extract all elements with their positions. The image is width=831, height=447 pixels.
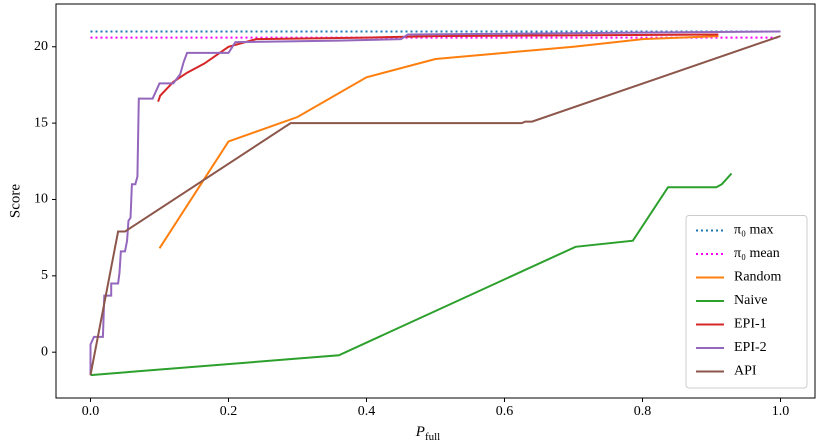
y-tick-label: 10 [34,192,48,207]
series-line [157,33,719,103]
legend-label: Naive [734,293,767,308]
x-tick-label: 0.8 [634,404,652,419]
series-line [158,35,719,249]
x-tick-label: 0.2 [220,404,238,419]
x-tick-label: 0.4 [358,404,376,419]
x-axis-label: Pfull [415,424,440,442]
y-tick-label: 0 [41,344,48,359]
x-tick-label: 1.0 [772,404,790,419]
x-tick-label: 0.6 [496,404,514,419]
x-tick-label: 0.0 [82,404,100,419]
y-tick-label: 5 [41,268,48,283]
x-label-base: P [415,424,425,440]
legend-label: EPI-2 [734,340,767,355]
legend-label: EPI-1 [734,317,767,332]
legend-label: π₀ max [734,223,774,238]
x-label-sub: full [425,431,440,443]
legend-label: API [734,364,757,379]
y-tick-label: 15 [34,115,48,130]
series-line [89,30,781,376]
y-tick-label: 20 [34,39,48,54]
series-line [89,35,781,376]
legend-label: π₀ mean [734,246,780,261]
plot-frame [55,3,816,399]
series-line [90,172,733,377]
legend-label: Random [734,270,782,285]
y-axis-label: Score [7,184,23,218]
legend-box [685,215,808,389]
